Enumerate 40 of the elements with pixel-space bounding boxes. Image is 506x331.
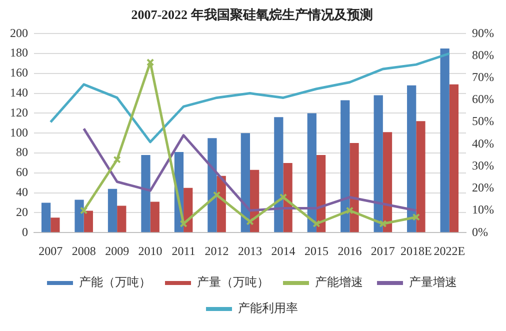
y-tick-label: 80 xyxy=(16,145,28,160)
legend-label: 产能利用率 xyxy=(238,301,298,316)
y-tick-label: 0 xyxy=(22,224,28,239)
chart-title: 2007-2022 年我国聚硅氧烷生产情况及预测 xyxy=(131,7,373,22)
y-tick-label: 200 xyxy=(10,26,28,40)
y-tick-label: 120 xyxy=(10,105,28,120)
legend-label: 产量增速 xyxy=(409,275,457,290)
y-tick-label: 20 xyxy=(16,204,28,219)
y2-tick-label: 0% xyxy=(472,224,488,239)
x-tick-label: 2018E xyxy=(400,244,432,258)
x-tick-label: 2022E xyxy=(434,244,466,258)
x-tick-label: 2008 xyxy=(72,244,96,258)
x-tick-label: 2007 xyxy=(38,244,63,258)
legend-label: 产能增速 xyxy=(315,275,363,290)
x-tick-label: 2014 xyxy=(271,244,296,258)
x-tick-label: 2017 xyxy=(370,244,395,258)
legend-label: 产量（万吨） xyxy=(197,275,269,290)
y2-tick-label: 10% xyxy=(472,202,494,217)
x-tick-label: 2015 xyxy=(304,244,328,258)
legend-label: 产能（万吨） xyxy=(79,275,151,290)
y-tick-label: 160 xyxy=(10,66,28,80)
x-tick-label: 2010 xyxy=(138,244,162,258)
y2-tick-label: 50% xyxy=(472,114,494,128)
y2-tick-label: 20% xyxy=(472,180,494,195)
x-tick-label: 2016 xyxy=(338,244,362,258)
x-tick-label: 2013 xyxy=(238,244,262,258)
y-tick-label: 40 xyxy=(16,184,28,199)
x-tick-label: 2009 xyxy=(105,244,130,258)
x-tick-label: 2011 xyxy=(172,244,196,258)
y-tick-label: 140 xyxy=(10,85,28,100)
y-tick-label: 180 xyxy=(10,46,28,60)
x-tick-label: 2012 xyxy=(204,244,229,258)
y2-tick-label: 70% xyxy=(472,70,494,84)
y-tick-label: 100 xyxy=(10,125,28,140)
y2-tick-label: 80% xyxy=(472,48,494,62)
y2-tick-label: 60% xyxy=(472,92,494,106)
y2-tick-label: 30% xyxy=(472,158,494,172)
y-tick-label: 60 xyxy=(16,165,28,180)
y2-tick-label: 90% xyxy=(472,26,494,40)
y2-tick-label: 40% xyxy=(472,136,494,150)
